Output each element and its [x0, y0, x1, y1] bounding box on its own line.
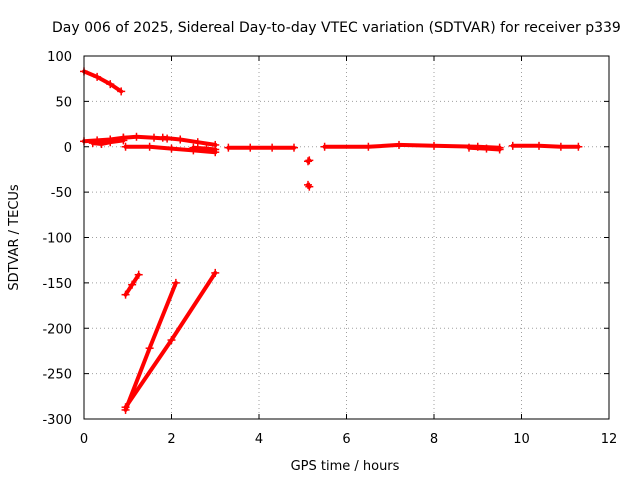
data-point [93, 72, 102, 81]
x-tick-label: 4 [255, 432, 263, 447]
y-tick-label: -300 [42, 413, 72, 428]
data-point [132, 132, 141, 141]
data-point [150, 133, 158, 142]
series-track-09 [304, 156, 314, 166]
data-point [465, 143, 473, 152]
series-track-05 [158, 133, 220, 149]
data-point [246, 143, 255, 152]
x-axis-label: GPS time / hours [291, 459, 400, 474]
data-point [158, 133, 167, 142]
data-point [117, 87, 126, 96]
y-tick-label: -150 [42, 277, 72, 292]
data-point [304, 157, 312, 166]
data-point [167, 144, 176, 153]
x-tick-label: 8 [430, 432, 438, 447]
data-point [189, 143, 198, 152]
data-point [167, 336, 176, 345]
y-tick-label: -50 [51, 186, 72, 201]
data-point [211, 268, 220, 277]
data-point [395, 140, 403, 149]
series-line [90, 138, 126, 147]
data-point [121, 290, 130, 299]
chart-title: Day 006 of 2025, Sidereal Day-to-day VTE… [52, 20, 621, 36]
data-point [97, 140, 106, 149]
series-track-14 [121, 270, 143, 299]
data-point [290, 143, 298, 152]
data-point [88, 139, 97, 148]
data-series [80, 67, 583, 414]
data-point [574, 142, 583, 151]
data-point [268, 143, 277, 152]
series-track-16 [121, 268, 220, 412]
data-point [145, 344, 154, 353]
data-point [121, 142, 130, 151]
series-track-07 [189, 143, 220, 154]
data-point [305, 182, 314, 191]
series-track-12 [465, 143, 504, 154]
data-point [482, 144, 491, 153]
x-tick-label: 10 [513, 432, 530, 447]
y-tick-label: 50 [55, 95, 72, 110]
data-point [535, 141, 543, 150]
data-point [211, 145, 220, 154]
data-point [320, 142, 329, 151]
data-point [224, 143, 233, 152]
data-point [106, 80, 115, 89]
data-point [202, 144, 211, 153]
y-tick-label: -200 [42, 322, 72, 337]
series-line [82, 135, 126, 144]
data-point [171, 278, 180, 287]
data-point [121, 403, 130, 412]
x-tick-label: 2 [167, 432, 175, 447]
data-point [304, 180, 312, 189]
data-point [556, 142, 565, 151]
data-point [508, 141, 517, 150]
series-track-10 [304, 180, 314, 191]
data-point [495, 145, 504, 154]
series-line [160, 135, 218, 147]
y-tick-label: -100 [42, 232, 72, 247]
x-tick-label: 12 [601, 432, 618, 447]
y-tick-label: -250 [42, 368, 72, 383]
data-point [128, 280, 137, 289]
series-track-13 [508, 141, 583, 151]
y-tick-label: 100 [47, 50, 72, 65]
data-point [134, 270, 143, 279]
series-track-01 [80, 67, 126, 96]
data-point [305, 156, 314, 165]
x-tick-label: 0 [80, 432, 88, 447]
x-tick-label: 6 [342, 432, 350, 447]
y-axis-label: SDTVAR / TECUs [7, 184, 22, 291]
series-track-08 [224, 143, 298, 152]
axis-ticks: 0 2 4 6 8 10 12 100 50 0 -50 -100 -150 -200 -250 -300 [42, 50, 617, 447]
y-tick-label: 0 [64, 141, 72, 156]
series-line [510, 143, 581, 149]
plot-frame [83, 55, 610, 420]
series-track-15 [121, 278, 180, 414]
data-point [430, 141, 438, 150]
data-point [364, 142, 373, 151]
data-point [176, 135, 185, 144]
series-track-03 [88, 136, 128, 149]
data-point [119, 133, 128, 142]
data-point [106, 138, 115, 147]
grid-lines [84, 56, 609, 419]
data-point [145, 142, 154, 151]
series-line [82, 69, 124, 94]
data-point [193, 138, 202, 147]
